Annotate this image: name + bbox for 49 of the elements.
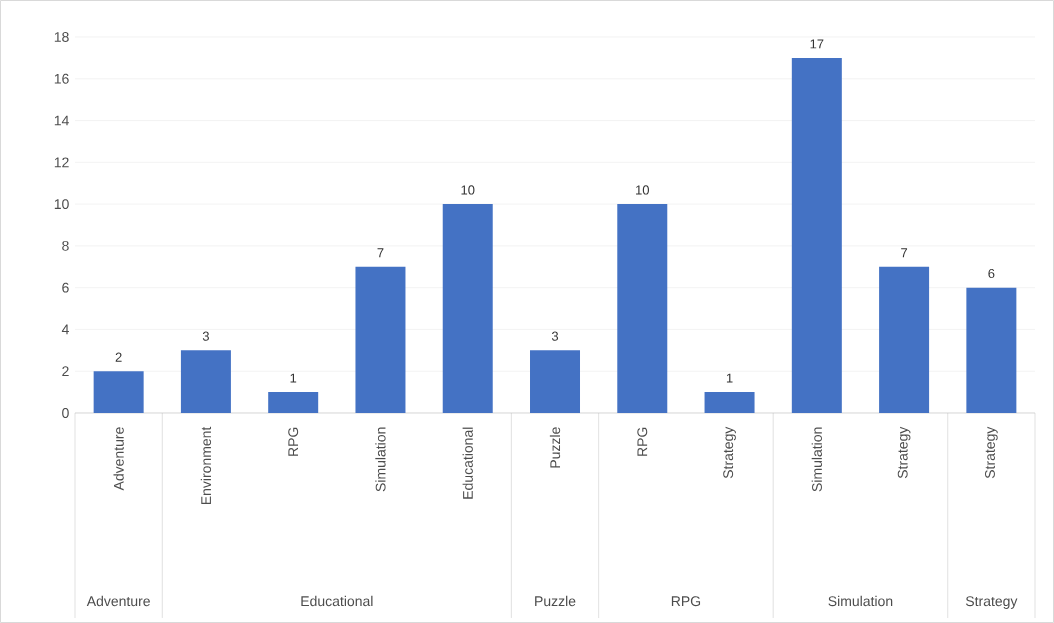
data-label: 1 (726, 373, 733, 383)
y-tick-label: 10 (54, 199, 69, 210)
x-tick-label: RPG (637, 427, 648, 456)
x-tick-label: Strategy (897, 426, 911, 479)
y-tick-label: 18 (54, 32, 69, 42)
y-tick-label: 16 (54, 73, 69, 84)
data-label: 17 (810, 39, 824, 49)
x-tick-label: Simulation (811, 427, 822, 492)
data-label: 2 (115, 352, 122, 362)
bar (966, 287, 1017, 413)
data-label: 6 (988, 268, 995, 279)
x-tick-label: Strategy (985, 426, 998, 479)
data-label: 3 (202, 331, 209, 341)
data-label: 3 (551, 331, 559, 341)
data-label: 1 (290, 373, 297, 383)
x-tick-label: Simulation (375, 427, 386, 492)
y-tick-label: 12 (54, 157, 69, 168)
y-tick-label: 8 (62, 240, 69, 251)
x-tick-label: Educational (462, 427, 473, 499)
bar (442, 204, 493, 413)
text: Strategy (965, 596, 1018, 609)
text: Simulation (828, 595, 893, 607)
data-label: 7 (901, 248, 908, 258)
bar (879, 266, 930, 413)
x-tick-label: Adventure (113, 427, 124, 491)
data-label: 10 (636, 185, 649, 195)
y-tick-label: 0 (62, 408, 69, 418)
x-tick-label: Environment (200, 426, 212, 505)
text: Educational (301, 595, 373, 607)
x-tick-label: Strategy (723, 426, 736, 479)
bar (355, 266, 406, 413)
bar (268, 392, 319, 413)
y-tick-label: 2 (62, 366, 69, 377)
text: RPG (671, 596, 701, 607)
text: Adventure (86, 595, 150, 607)
bar (791, 57, 842, 413)
bar (704, 392, 755, 413)
x-tick-label: RPG (288, 427, 299, 456)
bar (180, 350, 231, 413)
data-label: 7 (377, 248, 384, 258)
y-tick-label: 4 (61, 324, 69, 335)
bar (617, 204, 668, 413)
text: Puzzle (535, 595, 576, 607)
data-label: 10 (461, 185, 475, 195)
y-tick-label: 14 (54, 115, 69, 126)
bar (530, 350, 581, 413)
y-tick-label: 6 (62, 282, 69, 293)
x-tick-label: Puzzle (549, 427, 561, 468)
bar (93, 371, 144, 413)
